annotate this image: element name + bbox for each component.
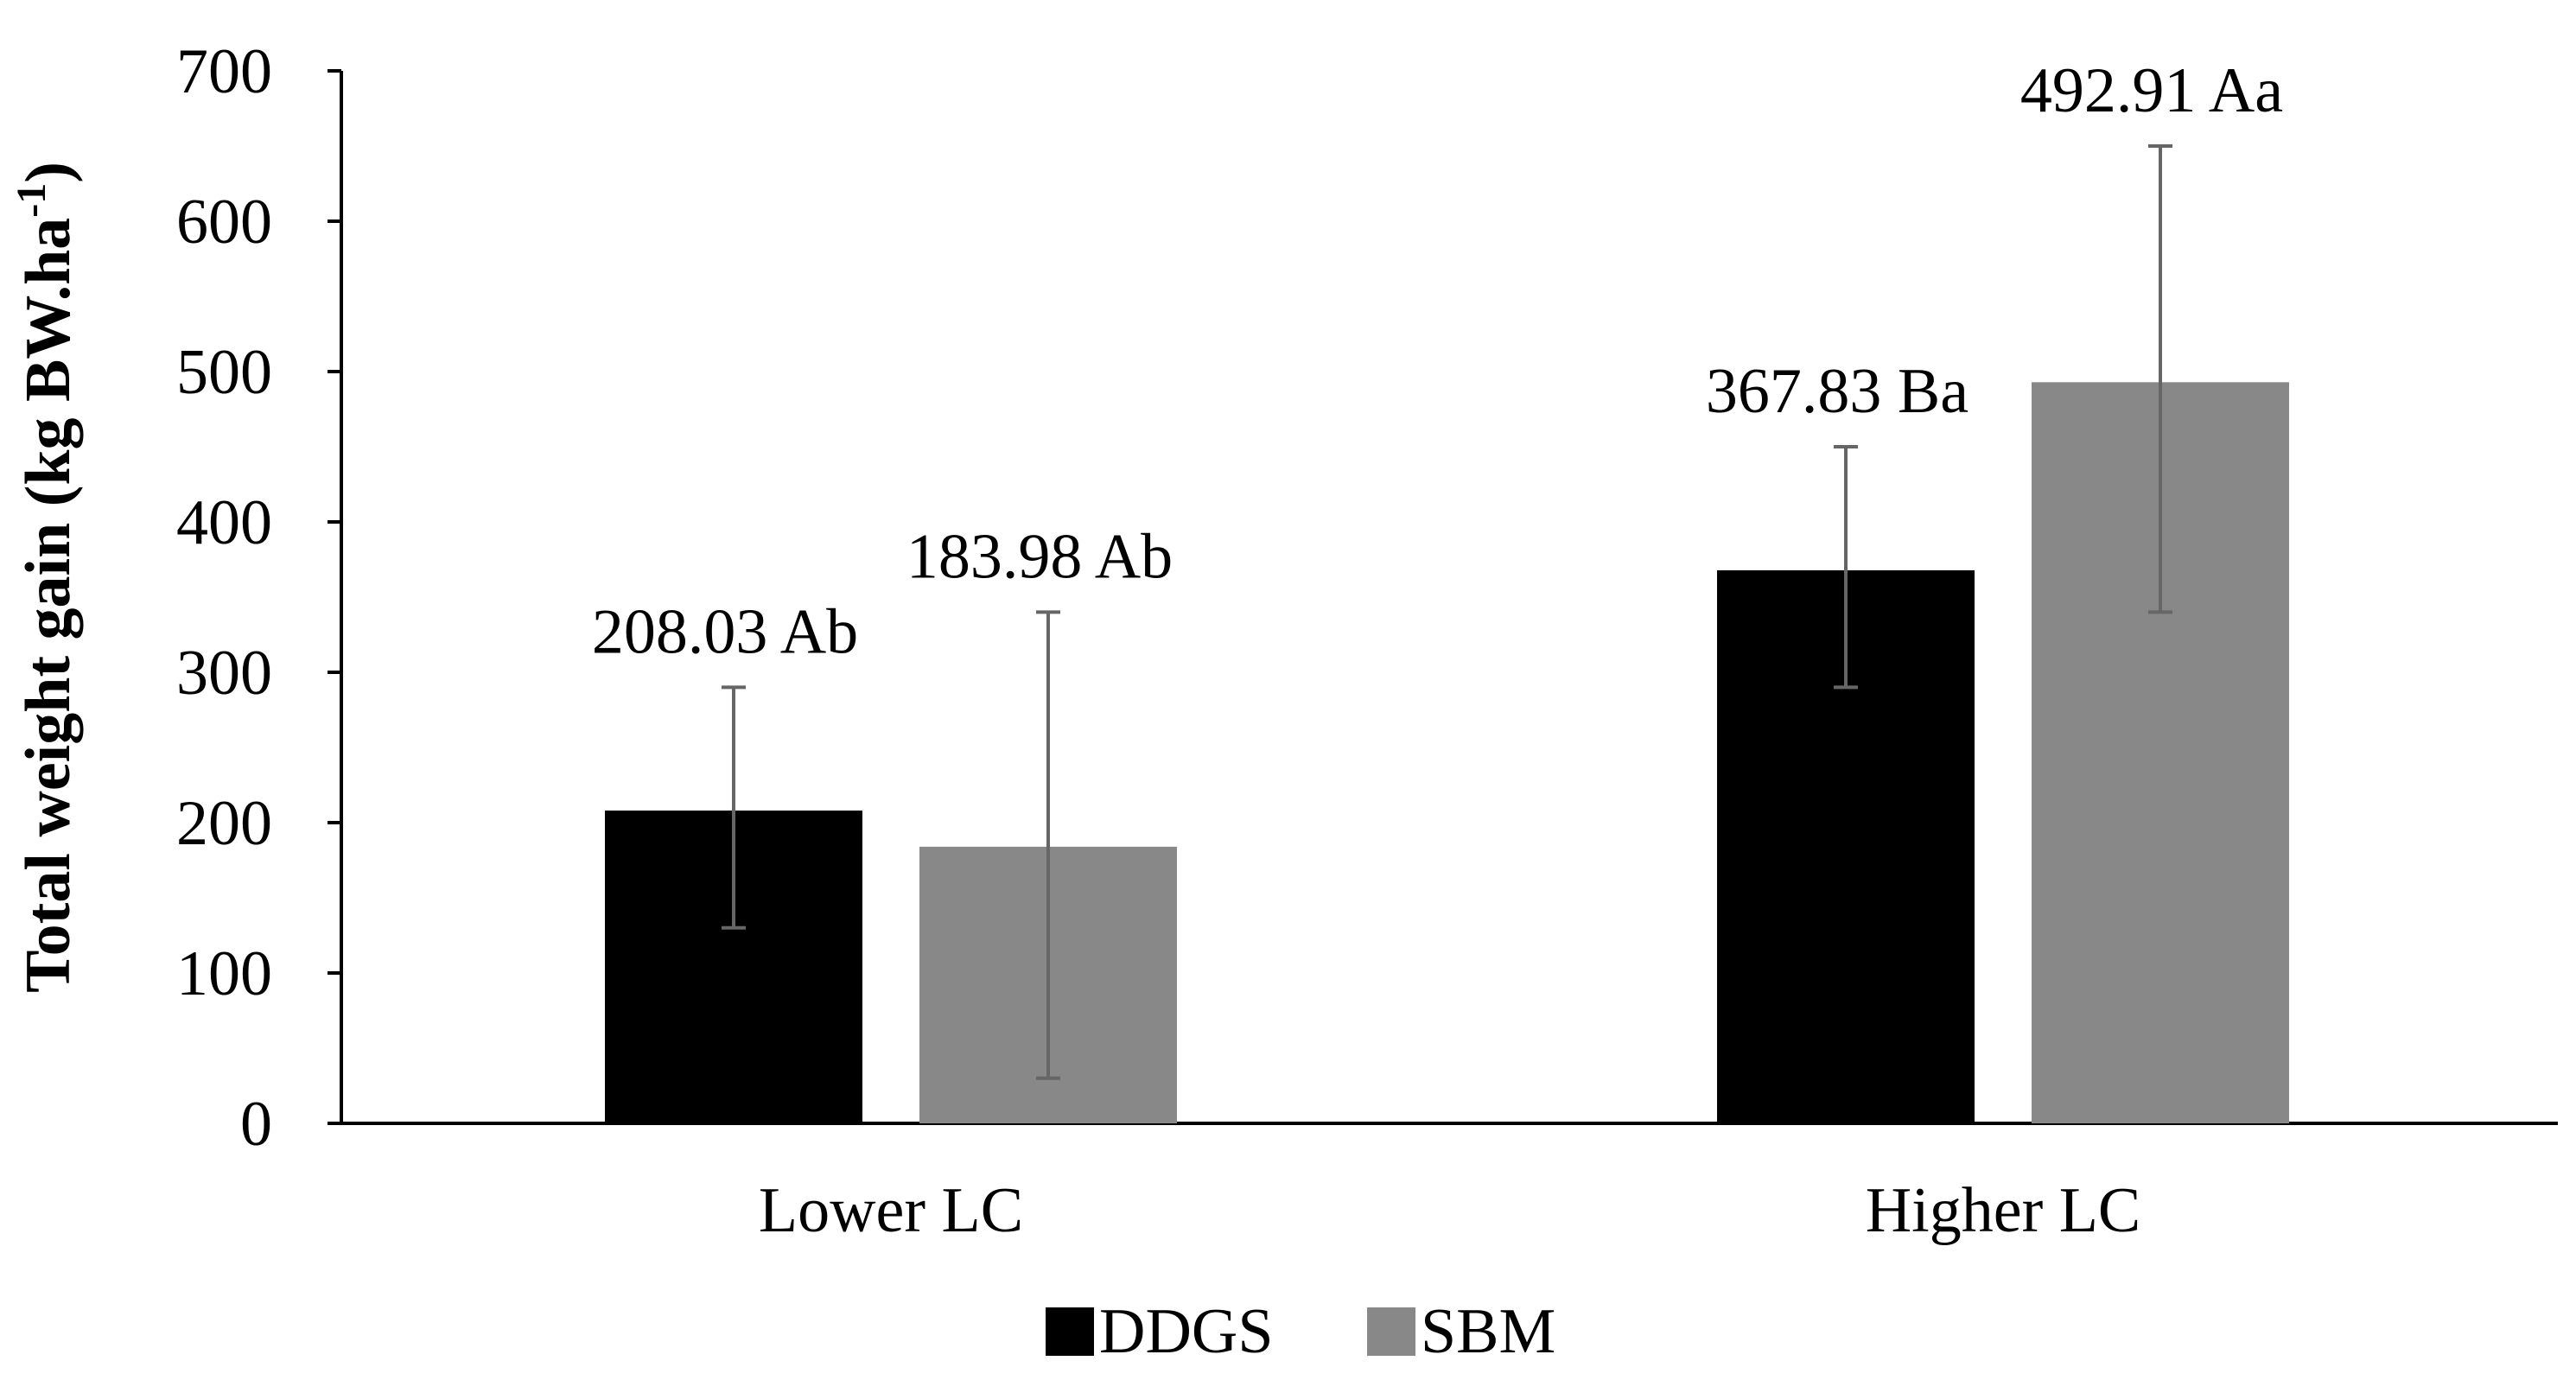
- y-tick-label: 0: [240, 1089, 272, 1160]
- category-labels: Lower LC Higher LC: [759, 1175, 2140, 1246]
- legend-item-ddgs: DDGS: [1046, 1296, 1273, 1367]
- chart-axes: 0 100 200 300 400 500 600 700: [176, 36, 2558, 1160]
- y-tick-label: 700: [176, 36, 272, 107]
- y-axis-title-superscript: -1: [9, 183, 54, 218]
- data-label-sbm-0: 183.98 Ab: [906, 521, 1173, 592]
- legend-swatch: [1367, 1307, 1415, 1356]
- bars: [605, 382, 2289, 1123]
- y-tick-label: 100: [176, 938, 272, 1009]
- legend-label: SBM: [1421, 1296, 1555, 1367]
- legend-item-sbm: SBM: [1367, 1296, 1555, 1367]
- error-bar-sbm-1: [2148, 144, 2172, 614]
- data-label-sbm-1: 492.91 Aa: [2020, 55, 2283, 126]
- y-axis-title-suffix: ): [13, 162, 84, 183]
- y-tick-label: 200: [176, 788, 272, 859]
- data-label-ddgs-1: 367.83 Ba: [1706, 356, 1969, 427]
- error-bars: [722, 144, 2172, 1080]
- y-tick-label: 300: [176, 638, 272, 709]
- data-label-ddgs-0: 208.03 Ab: [592, 596, 858, 667]
- category-label: Higher LC: [1866, 1175, 2141, 1246]
- legend-label: DDGS: [1099, 1296, 1273, 1367]
- data-labels: 208.03 Ab 183.98 Ab 367.83 Ba 492.91 Aa: [592, 55, 2283, 667]
- y-tick-label: 600: [176, 187, 272, 258]
- error-bar-sbm-0: [1036, 610, 1060, 1080]
- legend: DDGS SBM: [1046, 1296, 1555, 1367]
- error-bar-ddgs-1: [1834, 445, 1858, 690]
- y-tick-label: 500: [176, 337, 272, 408]
- error-bar-ddgs-0: [722, 685, 746, 930]
- y-ticks: 0 100 200 300 400 500 600 700: [176, 36, 341, 1160]
- y-tick-label: 400: [176, 487, 272, 558]
- y-axis-title: Total weight gain (kg BW.ha-1): [9, 162, 84, 993]
- legend-swatch: [1046, 1307, 1094, 1356]
- category-label: Lower LC: [759, 1175, 1023, 1246]
